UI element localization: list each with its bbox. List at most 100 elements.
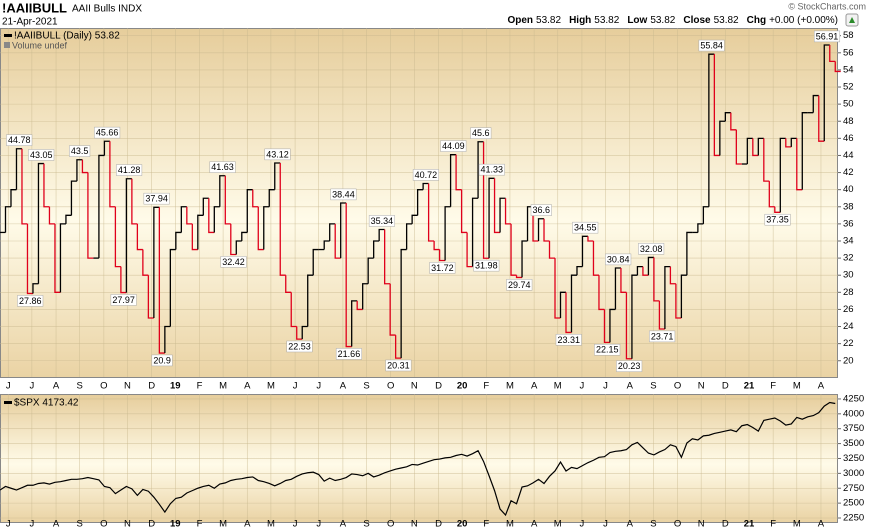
data-label: 27.86 bbox=[19, 296, 42, 306]
step-segment bbox=[219, 175, 226, 207]
step-segment bbox=[378, 228, 385, 241]
step-segment bbox=[169, 248, 176, 327]
x-tick-label: O bbox=[387, 381, 394, 392]
step-segment bbox=[735, 129, 742, 165]
x-tick-label: O bbox=[674, 519, 681, 529]
step-segment bbox=[653, 257, 660, 302]
x-tick-label: M bbox=[793, 519, 801, 529]
panel-top-frame bbox=[0, 28, 838, 378]
step-segment bbox=[702, 206, 709, 224]
x-tick-label: J bbox=[29, 381, 34, 392]
data-label: 22.15 bbox=[596, 345, 619, 355]
step-segment bbox=[312, 248, 319, 276]
data-label: 40.72 bbox=[415, 170, 438, 180]
step-segment bbox=[664, 266, 671, 330]
x-tick-label: J bbox=[580, 381, 585, 392]
step-segment bbox=[164, 325, 171, 354]
x-tick-label: J bbox=[580, 519, 585, 529]
step-segment bbox=[197, 214, 204, 250]
data-label: 21.66 bbox=[338, 349, 361, 359]
step-segment bbox=[521, 240, 528, 278]
x-tick-label: F bbox=[197, 519, 203, 529]
step-segment bbox=[70, 180, 77, 216]
step-segment bbox=[191, 223, 198, 251]
step-segment bbox=[43, 163, 50, 208]
step-segment bbox=[576, 266, 583, 276]
x-tick-label: O bbox=[387, 519, 394, 529]
x-tick-label: F bbox=[483, 381, 489, 392]
data-label-box bbox=[94, 126, 121, 139]
panel-bottom bbox=[0, 394, 838, 522]
quote-value: 53.82 bbox=[714, 15, 739, 26]
step-segment bbox=[763, 138, 770, 182]
step-segment bbox=[296, 326, 303, 340]
data-label-box bbox=[530, 204, 552, 216]
x-tick-label: A bbox=[531, 381, 538, 392]
x-tick-label: M bbox=[219, 519, 227, 529]
data-label: 34.55 bbox=[574, 223, 597, 233]
step-segment bbox=[37, 162, 44, 284]
date: 21-Apr-2021 bbox=[2, 17, 58, 28]
step-segment bbox=[471, 197, 479, 267]
step-segment bbox=[329, 223, 336, 241]
step-segment bbox=[466, 232, 473, 268]
step-segment bbox=[785, 138, 792, 148]
step-segment bbox=[543, 218, 550, 242]
step-segment bbox=[636, 266, 643, 276]
step-segment bbox=[680, 274, 687, 318]
y-tick-label: 2500 bbox=[843, 498, 864, 509]
step-segment bbox=[235, 240, 242, 255]
data-label: 37.94 bbox=[145, 194, 168, 204]
quote-label: Open bbox=[507, 15, 533, 26]
step-segment bbox=[15, 148, 22, 190]
step-segment bbox=[208, 198, 215, 234]
y-tick-label: 28 bbox=[843, 287, 854, 298]
x-tick-label: M bbox=[793, 381, 801, 392]
quote-label: Low bbox=[627, 15, 647, 26]
x-tick-label: D bbox=[722, 381, 729, 392]
step-segment bbox=[477, 141, 484, 199]
y-tick-label: 50 bbox=[843, 99, 854, 110]
step-segment bbox=[647, 256, 654, 276]
data-label-box bbox=[116, 164, 143, 176]
step-segment bbox=[400, 248, 407, 359]
x-tick-label: S bbox=[363, 519, 369, 529]
data-label: 45.66 bbox=[96, 128, 119, 138]
y-tick-label: 20 bbox=[843, 355, 854, 366]
step-segment bbox=[482, 141, 490, 259]
step-segment bbox=[202, 197, 209, 216]
step-segment bbox=[301, 325, 308, 340]
data-label-box bbox=[616, 360, 643, 372]
y-tick-label: 42 bbox=[843, 167, 854, 178]
data-label: 55.84 bbox=[700, 41, 723, 51]
step-segment bbox=[829, 45, 836, 63]
data-label-box bbox=[385, 359, 412, 372]
data-label: 43.12 bbox=[266, 149, 289, 159]
y-tick-label: 3000 bbox=[843, 468, 864, 479]
x-tick-label: J bbox=[293, 381, 298, 392]
data-label-box bbox=[698, 39, 725, 52]
step-segment bbox=[790, 137, 797, 147]
data-label-box bbox=[605, 253, 632, 266]
step-segment bbox=[285, 275, 292, 293]
step-segment bbox=[180, 206, 187, 233]
step-segment bbox=[625, 292, 632, 360]
x-tick-label: J bbox=[316, 381, 321, 392]
step-segment bbox=[394, 335, 402, 359]
step-segment bbox=[449, 154, 457, 207]
data-label-box bbox=[69, 145, 91, 157]
x-tick-label: 21 bbox=[744, 519, 755, 529]
step-segment bbox=[554, 258, 561, 319]
step-segment bbox=[411, 214, 418, 224]
step-segment bbox=[587, 236, 594, 242]
x-tick-label: M bbox=[267, 519, 275, 529]
step-segment bbox=[752, 138, 759, 157]
x-tick-label: D bbox=[722, 519, 729, 529]
step-segment bbox=[603, 309, 610, 344]
quote-label: Close bbox=[683, 15, 711, 26]
x-tick-label: D bbox=[148, 381, 155, 392]
step-segment bbox=[263, 206, 270, 250]
x-tick-label: 19 bbox=[170, 519, 181, 529]
x-tick-label: O bbox=[100, 519, 107, 529]
step-segment bbox=[433, 240, 440, 251]
